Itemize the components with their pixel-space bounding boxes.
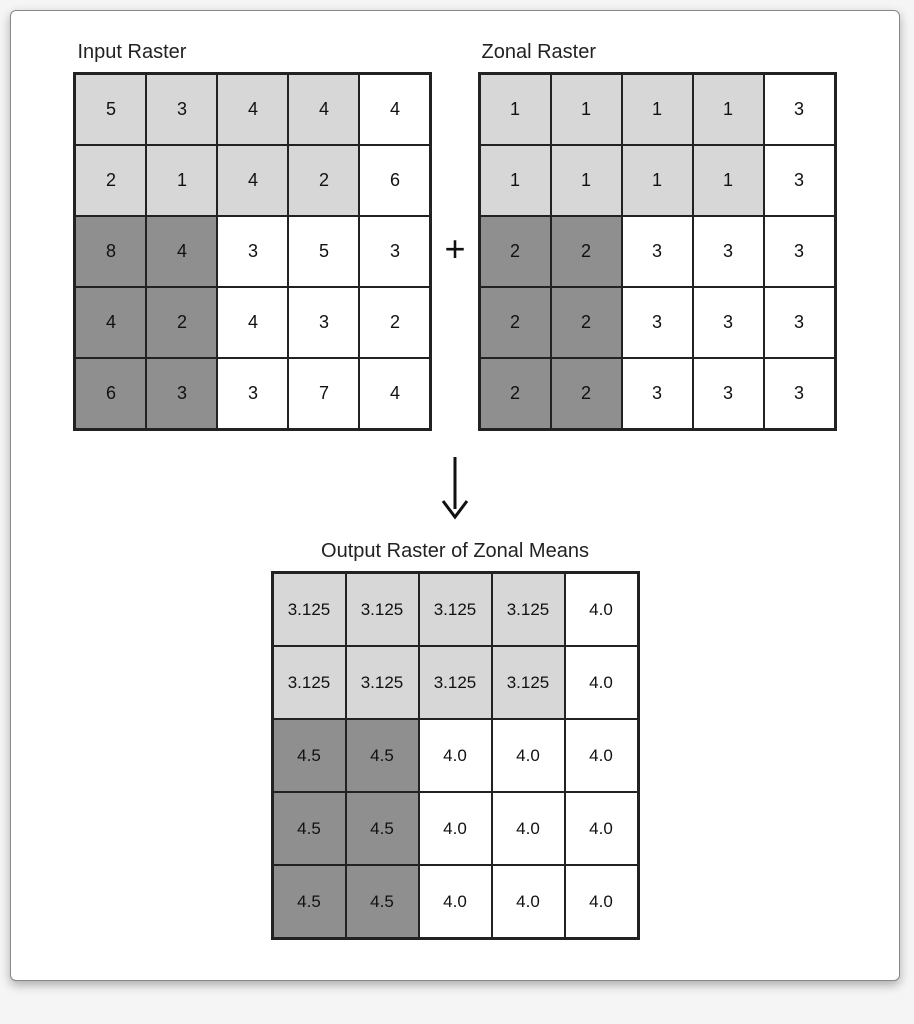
raster-cell: 1 [693,74,764,145]
raster-cell: 2 [551,358,622,429]
down-arrow-icon [41,453,869,528]
raster-cell: 1 [480,145,551,216]
raster-cell: 3 [764,358,835,429]
raster-cell: 2 [551,216,622,287]
raster-cell: 3 [622,287,693,358]
raster-cell: 4 [217,287,288,358]
raster-cell: 3 [146,74,217,145]
raster-cell: 6 [359,145,430,216]
raster-cell: 4 [146,216,217,287]
raster-cell: 4 [288,74,359,145]
raster-cell: 5 [75,74,146,145]
raster-cell: 3 [622,216,693,287]
raster-cell: 8 [75,216,146,287]
raster-cell: 1 [622,74,693,145]
raster-cell: 1 [551,145,622,216]
raster-cell: 1 [146,145,217,216]
raster-cell: 4.0 [565,719,638,792]
raster-cell: 4 [75,287,146,358]
raster-cell: 1 [551,74,622,145]
raster-cell: 3 [693,216,764,287]
raster-cell: 4.5 [273,792,346,865]
raster-cell: 3 [217,358,288,429]
raster-cell: 1 [480,74,551,145]
zonal-raster-block: Zonal Raster 1111311113223332233322333 [478,41,837,431]
raster-cell: 3.125 [492,646,565,719]
top-row: Input Raster 5344421426843534243263374 +… [41,41,869,431]
raster-cell: 2 [75,145,146,216]
raster-cell: 3.125 [419,646,492,719]
raster-cell: 4.5 [346,792,419,865]
raster-cell: 4.0 [492,792,565,865]
output-raster-block: Output Raster of Zonal Means 3.1253.1253… [271,540,640,940]
raster-cell: 3.125 [273,646,346,719]
plus-symbol: + [444,228,465,270]
raster-cell: 4.5 [273,865,346,938]
raster-cell: 4.0 [565,646,638,719]
raster-cell: 4 [359,74,430,145]
raster-cell: 4.0 [565,792,638,865]
raster-cell: 4 [217,74,288,145]
raster-cell: 4.0 [492,719,565,792]
raster-cell: 4.5 [346,865,419,938]
raster-cell: 3.125 [346,646,419,719]
raster-cell: 4.0 [419,792,492,865]
output-raster-grid: 3.1253.1253.1253.1254.03.1253.1253.1253.… [271,571,640,940]
raster-cell: 5 [288,216,359,287]
diagram-frame: Input Raster 5344421426843534243263374 +… [10,10,900,981]
raster-cell: 4.0 [565,573,638,646]
raster-cell: 4.5 [346,719,419,792]
raster-cell: 2 [551,287,622,358]
raster-cell: 1 [693,145,764,216]
output-raster-title: Output Raster of Zonal Means [271,540,640,563]
raster-cell: 3 [622,358,693,429]
raster-cell: 4.0 [419,865,492,938]
raster-cell: 4.0 [565,865,638,938]
raster-cell: 4.0 [419,719,492,792]
raster-cell: 3 [359,216,430,287]
raster-cell: 3 [764,74,835,145]
raster-cell: 4.5 [273,719,346,792]
raster-cell: 2 [359,287,430,358]
raster-cell: 2 [480,358,551,429]
raster-cell: 2 [146,287,217,358]
raster-cell: 4.0 [492,865,565,938]
raster-cell: 3.125 [419,573,492,646]
raster-cell: 2 [288,145,359,216]
raster-cell: 3 [693,287,764,358]
raster-cell: 4 [217,145,288,216]
zonal-raster-title: Zonal Raster [478,41,837,64]
raster-cell: 3 [764,216,835,287]
zonal-raster-grid: 1111311113223332233322333 [478,72,837,431]
raster-cell: 2 [480,216,551,287]
raster-cell: 3 [764,145,835,216]
raster-cell: 3.125 [346,573,419,646]
raster-cell: 7 [288,358,359,429]
raster-cell: 4 [359,358,430,429]
raster-cell: 2 [480,287,551,358]
raster-cell: 3 [146,358,217,429]
raster-cell: 3 [764,287,835,358]
raster-cell: 6 [75,358,146,429]
input-raster-title: Input Raster [73,41,432,64]
input-raster-block: Input Raster 5344421426843534243263374 [73,41,432,431]
raster-cell: 3 [693,358,764,429]
raster-cell: 3.125 [492,573,565,646]
raster-cell: 3 [288,287,359,358]
raster-cell: 1 [622,145,693,216]
raster-cell: 3.125 [273,573,346,646]
raster-cell: 3 [217,216,288,287]
input-raster-grid: 5344421426843534243263374 [73,72,432,431]
bottom-row: Output Raster of Zonal Means 3.1253.1253… [41,540,869,940]
